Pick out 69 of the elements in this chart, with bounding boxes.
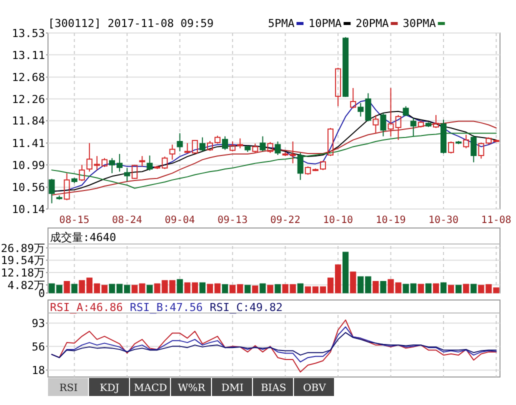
text: RSI_A:46.86	[50, 301, 123, 314]
text: OBV	[303, 383, 327, 394]
bar	[252, 286, 258, 294]
bar	[372, 281, 379, 294]
y-tick-label: 12.26	[12, 92, 45, 106]
chart-title: 成交量:4640	[50, 231, 116, 244]
bar	[199, 282, 206, 294]
bar	[470, 284, 477, 294]
y-tick-label: 10.14	[12, 203, 46, 216]
y-tick-label: 18	[32, 364, 45, 378]
bar	[274, 284, 281, 294]
bar	[267, 284, 274, 294]
text: DMI	[221, 383, 244, 394]
y-tick-label: 11.41	[12, 137, 45, 150]
bar	[222, 284, 228, 294]
text: MACD	[134, 383, 168, 394]
y-tick-label: 26.89万	[0, 242, 45, 255]
legend-label: 5PMA	[268, 17, 295, 30]
bar	[146, 284, 153, 294]
bar	[440, 282, 447, 294]
text: BIAS	[260, 383, 286, 394]
y-tick-label: 11.84	[12, 114, 46, 128]
text: RSI_B:47.56	[130, 301, 203, 314]
bar	[463, 284, 470, 294]
bar	[260, 283, 266, 294]
bar	[350, 272, 356, 294]
y-tick-label: 10.99	[12, 158, 45, 172]
bar	[425, 283, 432, 294]
candlestick	[176, 132, 183, 152]
y-tick-label: 13.11	[12, 48, 45, 62]
bar	[244, 284, 251, 294]
x-tick-label: 09-04	[164, 215, 195, 226]
x-tick-label: 10-10	[322, 215, 354, 226]
bar	[176, 279, 183, 294]
y-tick-label: 19.54万	[0, 254, 45, 268]
x-tick-label: 10-30	[428, 215, 459, 226]
legend-label: 10PMA	[308, 17, 342, 30]
chart-title: [300112] 2017-11-08 09:59	[48, 17, 214, 30]
line-series	[51, 132, 497, 189]
line-series	[51, 332, 497, 358]
x-tick-label: 08-15	[59, 215, 90, 226]
bar	[456, 284, 462, 294]
bar	[297, 283, 304, 294]
y-tick-label: 12.18万	[0, 266, 45, 280]
bar	[448, 284, 454, 294]
text: RSI	[59, 383, 78, 394]
bar	[342, 252, 349, 294]
text: KDJ	[100, 383, 120, 394]
text: W%R	[178, 383, 206, 394]
x-tick-label: 09-22	[270, 215, 300, 226]
bar	[380, 281, 386, 294]
x-tick-label: 11-08	[481, 215, 512, 226]
y-tick-label: 10.56	[12, 181, 45, 194]
x-tick-label: 08-24	[112, 215, 142, 226]
x-tick-label: 09-13	[218, 215, 248, 226]
bar	[418, 284, 424, 294]
bar	[71, 284, 78, 294]
legend-label: 20PMA	[356, 17, 390, 30]
y-tick-label: 13.53	[12, 27, 45, 40]
candlestick	[350, 88, 356, 109]
candlestick	[410, 118, 416, 137]
y-tick-label: 93	[32, 317, 45, 330]
y-tick-label: 12.68	[12, 71, 45, 84]
x-tick-label: 10-19	[376, 215, 406, 226]
y-tick-label: 56	[32, 340, 45, 354]
bar	[64, 281, 70, 294]
legend-label: 30PMA	[402, 17, 436, 30]
text: RSI_C:49.82	[210, 301, 283, 314]
bar	[432, 283, 440, 294]
